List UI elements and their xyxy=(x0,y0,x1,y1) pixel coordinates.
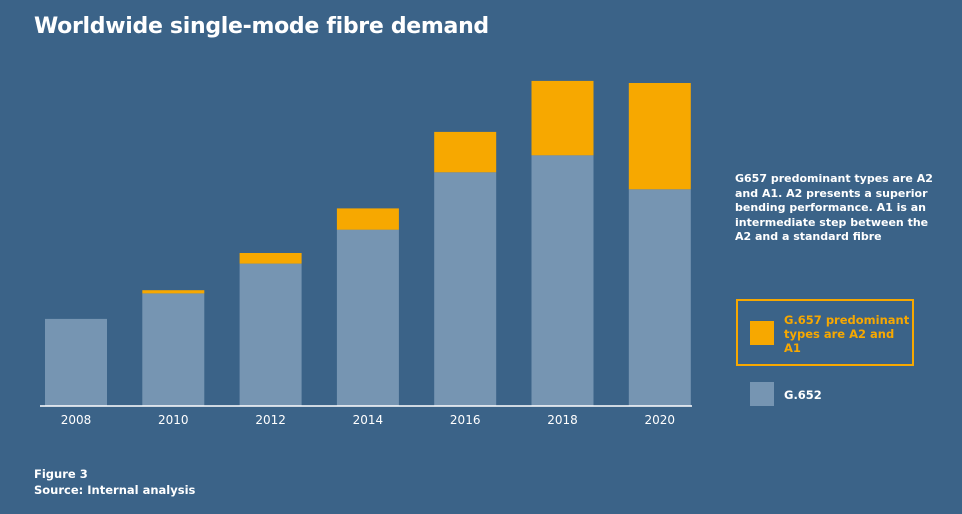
x-tick-label-2008: 2008 xyxy=(61,413,92,427)
x-tick-label-2010: 2010 xyxy=(158,413,189,427)
legend-swatch-g657 xyxy=(750,321,774,345)
bar-g652-2010 xyxy=(142,293,205,406)
bar-g657-2010 xyxy=(142,290,205,294)
bar-g652-2020 xyxy=(628,189,691,406)
bar-g652-2018 xyxy=(531,155,594,406)
bar-g657-2014 xyxy=(336,208,399,230)
x-tick-label-2020: 2020 xyxy=(645,413,676,427)
chart-title: Worldwide single-mode fibre demand xyxy=(34,14,489,39)
x-tick-labels: 2008 2010 2012 2014 2016 2018 2020 xyxy=(61,413,675,427)
x-tick-label-2014: 2014 xyxy=(353,413,384,427)
bar-g652-2008 xyxy=(45,318,107,406)
stacked-bar-chart: 2008 2010 2012 2014 2016 2018 2020 xyxy=(40,80,692,427)
bar-g652-2016 xyxy=(434,172,497,407)
bars-group xyxy=(45,80,691,407)
x-tick-label-2018: 2018 xyxy=(547,413,578,427)
legend-highlight-box xyxy=(736,299,914,366)
figure-label: Figure 3 xyxy=(34,467,88,481)
bar-g657-2020 xyxy=(628,83,691,190)
bar-g657-2012 xyxy=(239,253,302,264)
legend-label-g657: G.657 predominant types are A2 and A1 xyxy=(784,313,910,355)
legend-label-g652: G.652 xyxy=(784,388,822,402)
bar-g652-2014 xyxy=(336,229,399,406)
bar-g657-2016 xyxy=(434,131,497,173)
x-tick-label-2012: 2012 xyxy=(255,413,286,427)
annotation-note: G657 predominant types are A2 and A1. A2… xyxy=(735,172,933,243)
source-label: Source: Internal analysis xyxy=(34,483,196,497)
legend-swatch-g652 xyxy=(750,382,774,406)
bar-g657-2018 xyxy=(531,80,594,156)
bar-g652-2012 xyxy=(239,263,302,406)
x-tick-label-2016: 2016 xyxy=(450,413,481,427)
